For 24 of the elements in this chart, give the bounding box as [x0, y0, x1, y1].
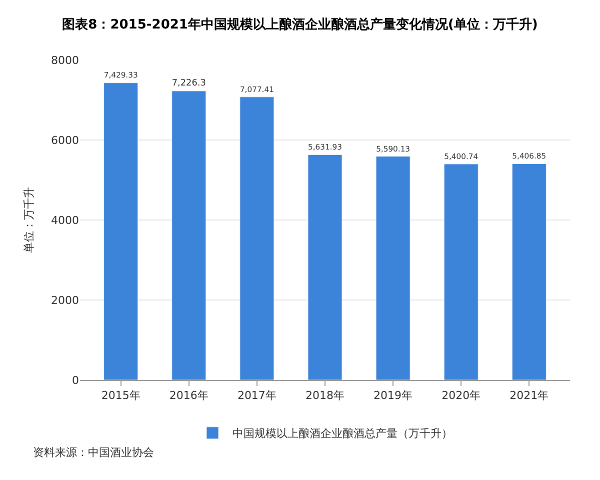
- y-tick-label: 8000: [51, 54, 79, 67]
- bar: [512, 163, 546, 380]
- bar: [308, 154, 342, 380]
- text: 资料来源：中国酒业协会: [33, 446, 154, 459]
- bar: [240, 96, 274, 380]
- bar: [444, 164, 478, 380]
- x-tick-label: 2015年: [101, 389, 140, 402]
- y-tick-label: 2000: [51, 294, 79, 307]
- y-axis-title: 单位：万千升: [22, 187, 36, 253]
- chart-title: 图表8：2015-2021年中国规模以上酿酒企业酿酒总产量变化情况(单位：万千升): [62, 16, 538, 32]
- bar: [376, 156, 410, 380]
- legend-label: 中国规模以上酿酒企业酿酒总产量（万千升）: [232, 427, 452, 440]
- x-tick-label: 2018年: [306, 389, 344, 402]
- bar: [172, 90, 206, 380]
- y-tick-label: 0: [72, 374, 79, 387]
- x-tick-label: 2019年: [374, 389, 413, 402]
- y-tick-label: 4000: [51, 214, 79, 227]
- x-tick-label: 2020年: [442, 389, 481, 402]
- data-label: 7,226.3: [172, 78, 206, 89]
- x-tick-label: 2016年: [169, 389, 208, 402]
- x-tick-label: 2021年: [510, 389, 549, 402]
- bar: [104, 82, 138, 380]
- y-tick-label: 6000: [51, 134, 79, 147]
- x-tick-label: 2017年: [237, 389, 276, 402]
